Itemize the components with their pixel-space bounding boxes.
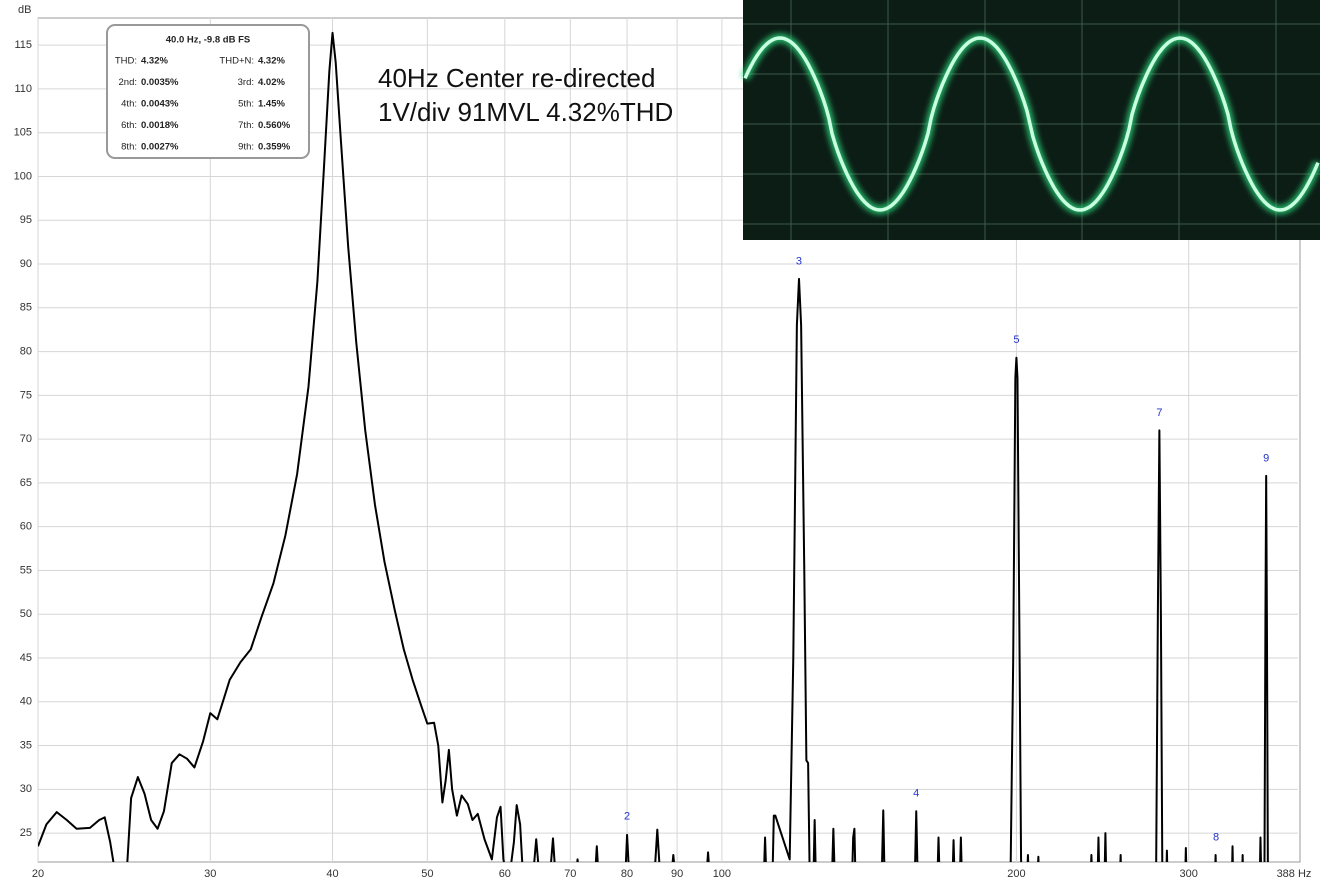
thd-value: 4.32% xyxy=(258,56,285,67)
y-tick-label: 45 xyxy=(20,652,32,664)
thd-label: 6th: xyxy=(121,120,137,131)
thd-value: 0.0043% xyxy=(141,99,179,110)
y-axis-label: dB xyxy=(18,4,31,16)
x-tick-label: 388 Hz xyxy=(1277,868,1312,880)
thd-box: 40.0 Hz, -9.8 dB FS THD: 4.32% THD+N: 4.32%… xyxy=(106,24,310,159)
y-tick-label: 80 xyxy=(20,345,32,357)
x-tick-label: 50 xyxy=(421,868,433,880)
thd-value: 0.0035% xyxy=(141,77,179,88)
oscilloscope-photo xyxy=(740,0,1320,240)
x-tick-label: 100 xyxy=(713,868,731,880)
x-tick-label: 80 xyxy=(621,868,633,880)
y-tick-label: 95 xyxy=(20,214,32,226)
y-tick-label: 50 xyxy=(20,608,32,620)
x-tick-label: 30 xyxy=(204,868,216,880)
y-tick-label: 75 xyxy=(20,389,32,401)
harmonic-label: 2 xyxy=(624,810,630,822)
y-tick-label: 40 xyxy=(20,696,32,708)
thd-label: 4th: xyxy=(121,99,137,110)
thd-title: 40.0 Hz, -9.8 dB FS xyxy=(166,35,250,46)
y-tick-label: 85 xyxy=(20,302,32,314)
x-tick-label: 20 xyxy=(32,868,44,880)
y-tick-label: 105 xyxy=(14,127,32,139)
thd-label: THD+N: xyxy=(219,56,254,67)
thd-label: 2nd: xyxy=(119,77,138,88)
harmonic-label: 9 xyxy=(1263,452,1269,464)
thd-value: 4.02% xyxy=(258,77,285,88)
thd-value: 0.0027% xyxy=(141,142,179,153)
thd-value: 0.0018% xyxy=(141,120,179,131)
thd-label: THD: xyxy=(115,56,137,67)
thd-label: 5th: xyxy=(238,99,254,110)
y-tick-label: 65 xyxy=(20,477,32,489)
y-tick-label: 110 xyxy=(14,83,32,95)
note: 40Hz Center re-directed xyxy=(378,63,655,93)
thd-value: 4.32% xyxy=(141,56,168,67)
y-tick-label: 115 xyxy=(14,39,32,51)
thd-label: 9th: xyxy=(238,142,254,153)
scope-trace xyxy=(743,36,1320,212)
x-tick-label: 60 xyxy=(499,868,511,880)
y-tick-label: 30 xyxy=(20,783,32,795)
note: 1V/div 91MVL 4.32%THD xyxy=(378,97,673,127)
thd-value: 0.359% xyxy=(258,142,291,153)
spectrum-line xyxy=(38,31,1269,862)
harmonic-label: 7 xyxy=(1156,407,1162,419)
y-tick-label: 70 xyxy=(20,433,32,445)
harmonic-label: 8 xyxy=(1213,831,1219,843)
x-tick-label: 70 xyxy=(564,868,576,880)
harmonic-label: 4 xyxy=(913,788,919,800)
thd-frame xyxy=(106,24,310,159)
thd-value: 1.45% xyxy=(258,99,285,110)
thd-value: 0.560% xyxy=(258,120,291,131)
y-tick-label: 55 xyxy=(20,564,32,576)
thd-label: 3rd: xyxy=(238,77,254,88)
harmonic-label: 3 xyxy=(796,255,802,267)
plot xyxy=(38,31,1269,862)
y-tick-label: 90 xyxy=(20,258,32,270)
harmonic-label: 5 xyxy=(1013,334,1019,346)
y-tick-label: 100 xyxy=(14,170,32,182)
thd-label: 8th: xyxy=(121,142,137,153)
y-tick-label: 60 xyxy=(20,521,32,533)
x-tick-label: 200 xyxy=(1007,868,1025,880)
thd-label: 7th: xyxy=(238,120,254,131)
x-tick-label: 300 xyxy=(1180,868,1198,880)
y-tick-label: 35 xyxy=(20,739,32,751)
x-tick-label: 40 xyxy=(326,868,338,880)
y-tick-label: 25 xyxy=(20,827,32,839)
x-tick-label: 90 xyxy=(671,868,683,880)
